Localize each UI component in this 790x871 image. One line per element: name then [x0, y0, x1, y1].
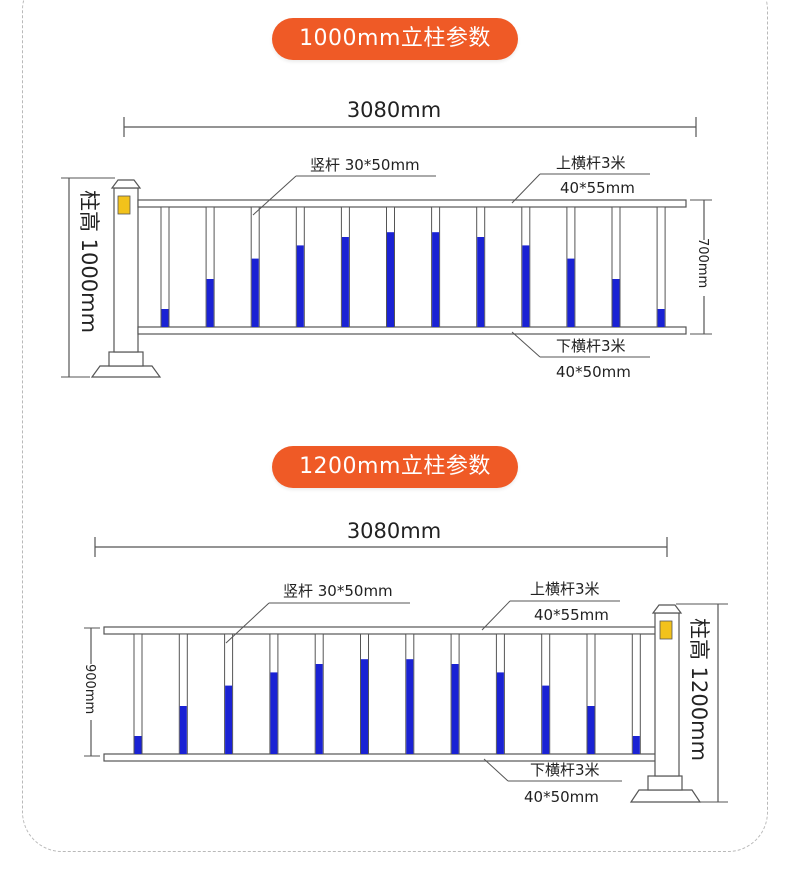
top-rail	[103, 626, 661, 635]
bottom-rail	[137, 326, 687, 335]
overall-width-label: 3080mm	[347, 98, 441, 122]
top-rail-callout: 上横杆3米 40*55mm	[481, 580, 620, 631]
fence-post	[629, 604, 702, 803]
bottom-rail	[103, 753, 661, 762]
vertical-bar-blue-fill	[632, 736, 640, 754]
fence-diagram-1000: 3080mm 柱高 1000mm 700mm	[61, 98, 712, 381]
vertical-bar-blue-fill	[612, 279, 620, 327]
vertical-bars	[133, 633, 641, 755]
vertical-bar-blue-fill	[270, 672, 278, 754]
vertical-bar-blue-fill	[179, 706, 187, 754]
fence-diagram-1200: 3080mm 900mm 柱高 1200mm	[82, 519, 728, 806]
vertical-bar-blue-fill	[522, 245, 530, 327]
vertical-bar-blue-fill	[225, 685, 233, 754]
top-rail	[137, 199, 687, 208]
top-rail-callout: 上横杆3米 40*55mm	[511, 154, 650, 204]
vertical-bar-blue-fill	[567, 258, 575, 327]
vertical-bar-blue-fill	[406, 659, 414, 754]
dashed-frame	[22, 0, 768, 852]
top-rail-label: 上横杆3米	[530, 580, 600, 598]
vertical-bar-blue-fill	[657, 309, 665, 327]
section-title-badge: 1000mm立柱参数	[272, 18, 518, 60]
vertical-bars	[160, 206, 666, 328]
vertical-bar-blue-fill	[587, 706, 595, 754]
vertical-bar-blue-fill	[451, 664, 459, 754]
fence-post	[90, 179, 162, 378]
vertical-bar-blue-fill	[315, 664, 323, 754]
rail-height-label: 700mm	[695, 238, 710, 288]
vertical-bar-blue-fill	[361, 659, 368, 754]
rail-height-label: 900mm	[82, 664, 97, 714]
vertical-bar-label: 竖杆 30*50mm	[310, 156, 420, 174]
section-1200mm: 1200mm立柱参数 3080mm 900mm 柱高 1200mm	[0, 428, 790, 858]
bottom-rail-size: 40*50mm	[524, 788, 599, 806]
vertical-bar-blue-fill	[477, 237, 485, 327]
vertical-bar-callout: 竖杆 30*50mm	[252, 156, 436, 216]
vertical-bar-blue-fill	[542, 685, 550, 754]
vertical-bar-label: 竖杆 30*50mm	[283, 582, 393, 600]
vertical-bar-blue-fill	[134, 736, 142, 754]
bottom-rail-label: 下横杆3米	[530, 761, 600, 779]
vertical-bar-blue-fill	[496, 672, 504, 754]
post-height-dimension: 柱高 1000mm	[61, 177, 115, 378]
vertical-bar-blue-fill	[432, 232, 440, 327]
bottom-rail-label: 下横杆3米	[556, 337, 626, 355]
post-height-label: 柱高 1200mm	[687, 618, 711, 761]
rail-height-dimension: 900mm	[82, 627, 100, 757]
vertical-bar-blue-fill	[161, 309, 169, 327]
vertical-bar-blue-fill	[206, 279, 214, 327]
section-title-badge: 1200mm立柱参数	[272, 446, 518, 488]
top-rail-label: 上横杆3米	[556, 154, 626, 172]
top-rail-size: 40*55mm	[534, 606, 609, 624]
post-height-label: 柱高 1000mm	[77, 190, 101, 333]
bottom-rail-callout: 下横杆3米 40*50mm	[483, 758, 622, 806]
overall-width-dimension: 3080mm	[123, 98, 697, 137]
top-rail-size: 40*55mm	[560, 179, 635, 197]
section-1000mm: 1000mm立柱参数 3080mm 柱高 1000mm 700mm	[0, 0, 790, 430]
overall-width-label: 3080mm	[347, 519, 441, 543]
bottom-rail-callout: 下横杆3米 40*50mm	[511, 331, 650, 381]
post-height-dimension: 柱高 1200mm	[676, 603, 728, 803]
vertical-bar-blue-fill	[296, 245, 304, 327]
vertical-bar-blue-fill	[341, 237, 349, 327]
post-reflector	[117, 195, 131, 215]
overall-width-dimension: 3080mm	[94, 519, 668, 557]
post-reflector	[659, 620, 673, 640]
vertical-bar-callout: 竖杆 30*50mm	[225, 582, 410, 644]
vertical-bar-blue-fill	[387, 232, 394, 327]
bottom-rail-size: 40*50mm	[556, 363, 631, 381]
rail-height-dimension: 700mm	[690, 199, 712, 335]
vertical-bar-blue-fill	[251, 258, 259, 327]
